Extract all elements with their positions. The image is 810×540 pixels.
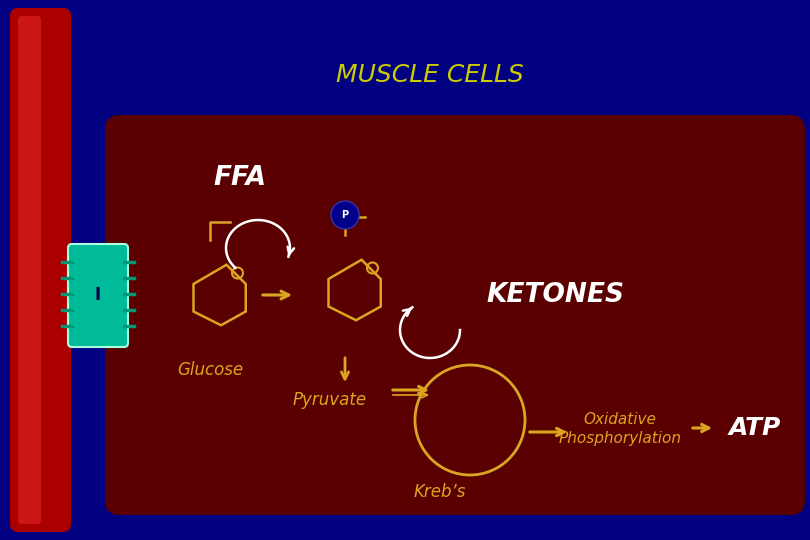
Text: Glucose: Glucose bbox=[177, 361, 243, 379]
FancyBboxPatch shape bbox=[18, 16, 41, 524]
Circle shape bbox=[331, 201, 359, 229]
Text: MUSCLE CELLS: MUSCLE CELLS bbox=[336, 63, 524, 87]
Text: I: I bbox=[95, 286, 101, 304]
Text: ATP: ATP bbox=[729, 416, 781, 440]
FancyBboxPatch shape bbox=[68, 244, 128, 347]
Text: Phosphorylation: Phosphorylation bbox=[559, 430, 681, 445]
Text: Pyruvate: Pyruvate bbox=[293, 391, 367, 409]
FancyBboxPatch shape bbox=[10, 8, 71, 532]
Text: Oxidative: Oxidative bbox=[583, 413, 656, 428]
Text: FFA: FFA bbox=[214, 165, 266, 191]
Text: Kreb’s: Kreb’s bbox=[414, 483, 467, 501]
FancyBboxPatch shape bbox=[105, 115, 805, 515]
Text: KETONES: KETONES bbox=[486, 282, 624, 308]
Text: P: P bbox=[342, 210, 348, 220]
